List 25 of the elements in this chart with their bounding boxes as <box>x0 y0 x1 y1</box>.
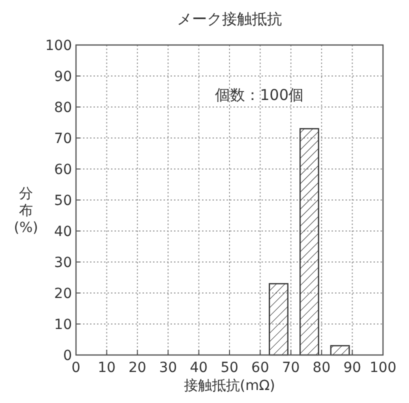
y-tick-label: 100 <box>45 38 72 54</box>
y-tick-label: 80 <box>54 100 72 116</box>
y-tick-label: 90 <box>54 69 72 85</box>
x-tick-label: 10 <box>98 360 116 376</box>
x-tick-label: 70 <box>282 360 300 376</box>
chart-title: メーク接触抵抗 <box>177 10 282 28</box>
x-tick-label: 50 <box>220 360 238 376</box>
x-tick-label: 20 <box>128 360 146 376</box>
x-tick-label: 60 <box>251 360 270 376</box>
y-tick-label: 50 <box>54 193 72 209</box>
x-axis-title: 接触抵抗(mΩ) <box>184 378 276 394</box>
x-tick-label: 100 <box>370 360 396 376</box>
y-tick-label: 30 <box>54 255 72 271</box>
y-tick-label: 40 <box>54 224 72 240</box>
x-tick-label: 80 <box>312 360 331 376</box>
y-tick-label: 70 <box>54 131 72 147</box>
x-tick-label: 30 <box>159 360 178 376</box>
x-tick-label: 40 <box>190 360 208 376</box>
annotation: 個数：100個 <box>215 86 304 104</box>
y-tick-label: 10 <box>54 317 72 333</box>
y-axis-title: 分布(%) <box>14 186 38 236</box>
y-tick-label: 0 <box>63 348 72 364</box>
x-tick-label: 90 <box>343 360 362 376</box>
y-tick-label: 60 <box>54 162 72 178</box>
y-tick-label: 20 <box>54 286 72 302</box>
